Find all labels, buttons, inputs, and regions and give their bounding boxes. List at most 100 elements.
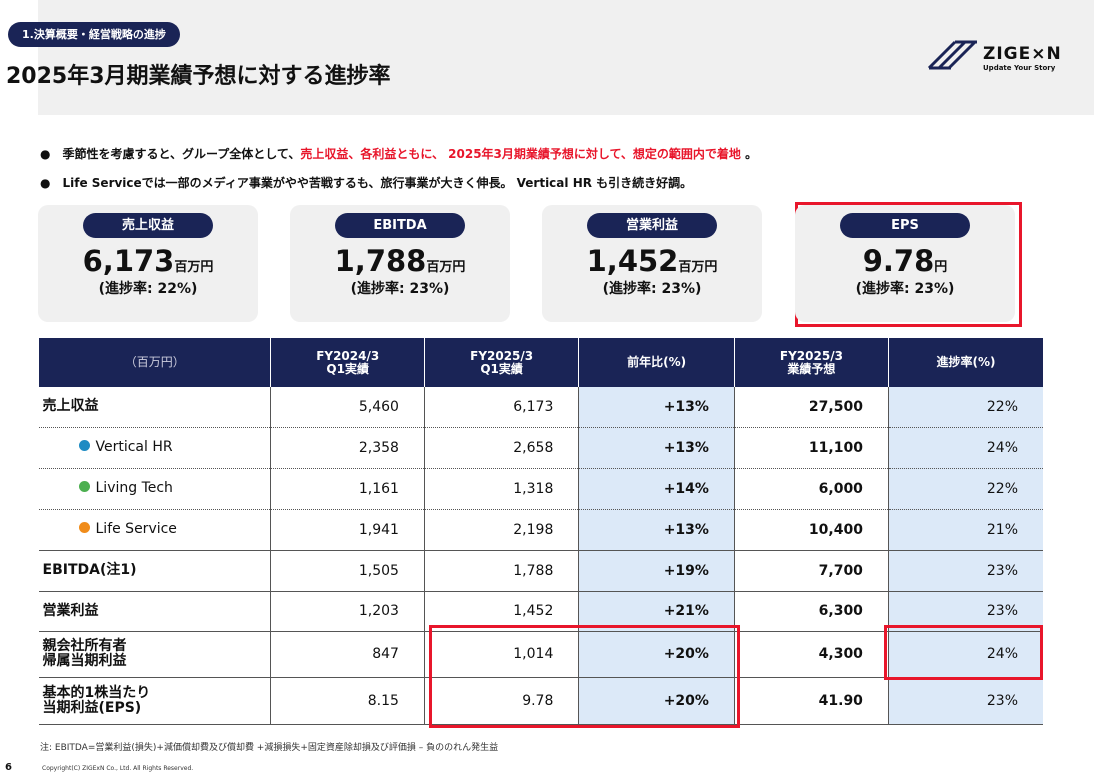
row-label-text: EBITDA(注1) (42, 562, 137, 578)
table-cell: 10,400 (733, 509, 889, 551)
kpi-progress: (進捗率: 23%) (855, 281, 955, 297)
row-label: 親会社所有者 帰属当期利益 (38, 631, 271, 678)
table-cell: 6,173 (423, 387, 579, 428)
table-cell: 1,318 (423, 468, 579, 510)
table-cell: 22% (887, 387, 1043, 428)
table-cell: 1,505 (270, 550, 425, 592)
table-cell: 1,788 (423, 550, 579, 592)
table-cell: 4,300 (733, 631, 889, 678)
table-cell: 1,014 (423, 631, 579, 678)
kpi-unit: 円 (934, 260, 948, 275)
bullet-text: 季節性を考慮すると、グループ全体として、 (62, 147, 301, 161)
table-row: Vertical HR 2,358 2,658 +13% 11,100 24% (38, 427, 1043, 469)
kpi-label: 営業利益 (587, 213, 717, 238)
table-cell: 11,100 (733, 427, 889, 469)
table-cell: 5,460 (270, 387, 425, 428)
table-cell: 8.15 (270, 677, 425, 725)
table-cell: 21% (887, 509, 1043, 551)
legend-dot (78, 440, 90, 451)
kpi-value-line: 1,452百万円 (542, 244, 762, 278)
table-cell: 23% (887, 591, 1043, 632)
table-cell: +13% (578, 509, 735, 551)
table-cell: 23% (887, 550, 1043, 592)
row-label: Vertical HR (38, 427, 271, 469)
table-cell: 27,500 (733, 387, 889, 428)
logo-mark (927, 40, 977, 70)
kpi-card: 営業利益 1,452百万円 (進捗率: 23%) (542, 205, 762, 322)
table-row: Life Service 1,941 2,198 +13% 10,400 21% (38, 509, 1043, 551)
table-cell: 41.90 (733, 677, 889, 725)
copyright: Copyright(C) ZIGExN Co., Ltd. All Rights… (42, 765, 194, 772)
kpi-unit: 百万円 (678, 260, 718, 275)
table-cell: 1,941 (270, 509, 425, 551)
row-label: Living Tech (38, 468, 271, 510)
table-cell: 9.78 (423, 677, 579, 725)
table-cell: 1,452 (423, 591, 579, 632)
table-cell: 1,161 (270, 468, 425, 510)
table-cell: +13% (578, 427, 735, 469)
row-label-text: Life Service (95, 521, 177, 537)
bullet: 季節性を考慮すると、グループ全体として、売上収益、各利益ともに、 2025年3月… (40, 145, 757, 162)
table-cell: 2,658 (423, 427, 579, 469)
kpi-value-line: 1,788百万円 (290, 244, 510, 278)
table-row: Living Tech 1,161 1,318 +14% 6,000 22% (38, 468, 1043, 510)
kpi-progress: (進捗率: 22%) (98, 281, 198, 297)
slide-title: 2025年3月期業績予想に対する進捗率 (6, 64, 391, 89)
bullet-text: 。 (740, 147, 758, 161)
table-row: EBITDA(注1) 1,505 1,788 +19% 7,700 23% (38, 550, 1043, 592)
legend-dot (78, 522, 90, 533)
kpi-label: EBITDA (335, 213, 465, 238)
table-cell: 23% (887, 677, 1043, 725)
row-label: EBITDA(注1) (38, 550, 271, 592)
table-cell: +19% (578, 550, 735, 592)
table-cell: 24% (887, 631, 1043, 678)
footnote: 注: EBITDA=営業利益(損失)+減価償却費及び償却費 +減損損失+固定資産… (40, 743, 499, 753)
kpi-value-line: 6,173百万円 (38, 244, 258, 278)
table-cell: 2,358 (270, 427, 425, 469)
kpi-label: 売上収益 (83, 213, 213, 238)
table-cell: 847 (270, 631, 425, 678)
row-label-text: 売上収益 (42, 398, 99, 415)
table-cell: 6,300 (733, 591, 889, 632)
section-pill: 1.決算概要・経営戦略の進捗 (8, 22, 180, 47)
column-header: 前年比(%) (578, 338, 735, 387)
logo-name: ZIGE×N (983, 44, 1062, 64)
column-header: FY2024/3 Q1実績 (270, 338, 425, 387)
kpi-value-line: 9.78円 (795, 244, 1015, 278)
table-cell: +21% (578, 591, 735, 632)
kpi-unit: 百万円 (426, 260, 466, 275)
column-header: FY2025/3 業績予想 (733, 338, 889, 387)
row-label: Life Service (38, 509, 271, 551)
kpi-card: 売上収益 6,173百万円 (進捗率: 22%) (38, 205, 258, 322)
table-cell: +20% (578, 631, 735, 678)
table-row: 親会社所有者 帰属当期利益 847 1,014 +20% 4,300 24% (38, 631, 1043, 678)
logo-tagline: Update Your Story (983, 64, 1056, 72)
row-label-text: Living Tech (95, 480, 173, 496)
results-table: （百万円） FY2024/3 Q1実績 FY2025/3 Q1実績 前年比(%) FY2… (37, 338, 1043, 725)
table-cell: +14% (578, 468, 735, 510)
column-header: 進捗率(%) (887, 338, 1043, 387)
kpi-card: EBITDA 1,788百万円 (進捗率: 23%) (290, 205, 510, 322)
kpi-unit: 百万円 (174, 260, 214, 275)
table-cell: 24% (887, 427, 1043, 469)
column-header: FY2025/3 Q1実績 (423, 338, 579, 387)
table-cell: 22% (887, 468, 1043, 510)
table-row: 営業利益 1,203 1,452 +21% 6,300 23% (38, 591, 1043, 632)
table-cell: +20% (578, 677, 735, 725)
table-cell: 1,203 (270, 591, 425, 632)
kpi-progress: (進捗率: 23%) (350, 281, 450, 297)
table-cell: 7,700 (733, 550, 889, 592)
kpi-card: EPS 9.78円 (進捗率: 23%) (795, 205, 1015, 322)
kpi-value: 6,173 (82, 244, 175, 278)
row-label: 営業利益 (38, 591, 271, 632)
legend-dot (78, 481, 90, 492)
table-cell: 2,198 (423, 509, 579, 551)
table-row: 基本的1株当たり 当期利益(EPS) 8.15 9.78 +20% 41.90 23% (38, 677, 1043, 725)
table-cell: +13% (578, 387, 735, 428)
kpi-value: 9.78 (862, 244, 935, 278)
column-header: （百万円） (37, 338, 271, 387)
highlight-box (429, 625, 740, 728)
kpi-label: EPS (840, 213, 970, 238)
bullet: Life Serviceでは一部のメディア事業がやや苦戦するも、旅行事業が大きく… (40, 174, 692, 191)
